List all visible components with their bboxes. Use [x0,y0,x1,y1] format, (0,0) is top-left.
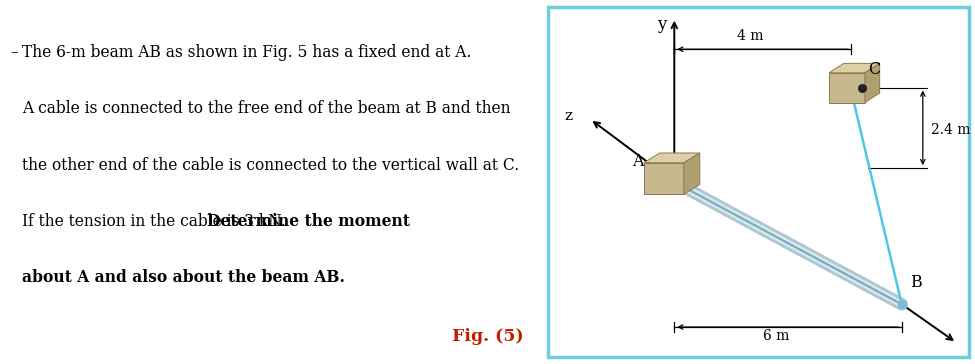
Polygon shape [829,73,865,103]
Text: y: y [657,16,667,33]
Text: Fig. (5): Fig. (5) [451,328,524,345]
Text: B: B [911,274,922,291]
Polygon shape [644,163,683,194]
Text: the other end of the cable is connected to the vertical wall at C.: the other end of the cable is connected … [22,157,520,174]
Polygon shape [865,63,879,103]
Text: 6 m: 6 m [762,329,789,343]
Text: about A and also about the beam AB.: about A and also about the beam AB. [22,269,345,286]
Polygon shape [829,63,879,73]
Text: 4 m: 4 m [737,29,764,43]
Polygon shape [683,153,700,194]
Text: A cable is connected to the free end of the beam at B and then: A cable is connected to the free end of … [22,100,511,117]
Text: z: z [565,108,572,123]
Text: Determine the moment: Determine the moment [207,213,410,230]
Text: 2.4 m: 2.4 m [931,123,971,136]
Text: If the tension in the cable is 3 kN.: If the tension in the cable is 3 kN. [22,213,291,230]
Text: –: – [10,44,18,61]
Text: C: C [868,61,880,78]
Polygon shape [644,153,700,163]
Text: The 6-m beam AB as shown in Fig. 5 has a fixed end at A.: The 6-m beam AB as shown in Fig. 5 has a… [22,44,472,61]
Text: A: A [632,153,644,170]
